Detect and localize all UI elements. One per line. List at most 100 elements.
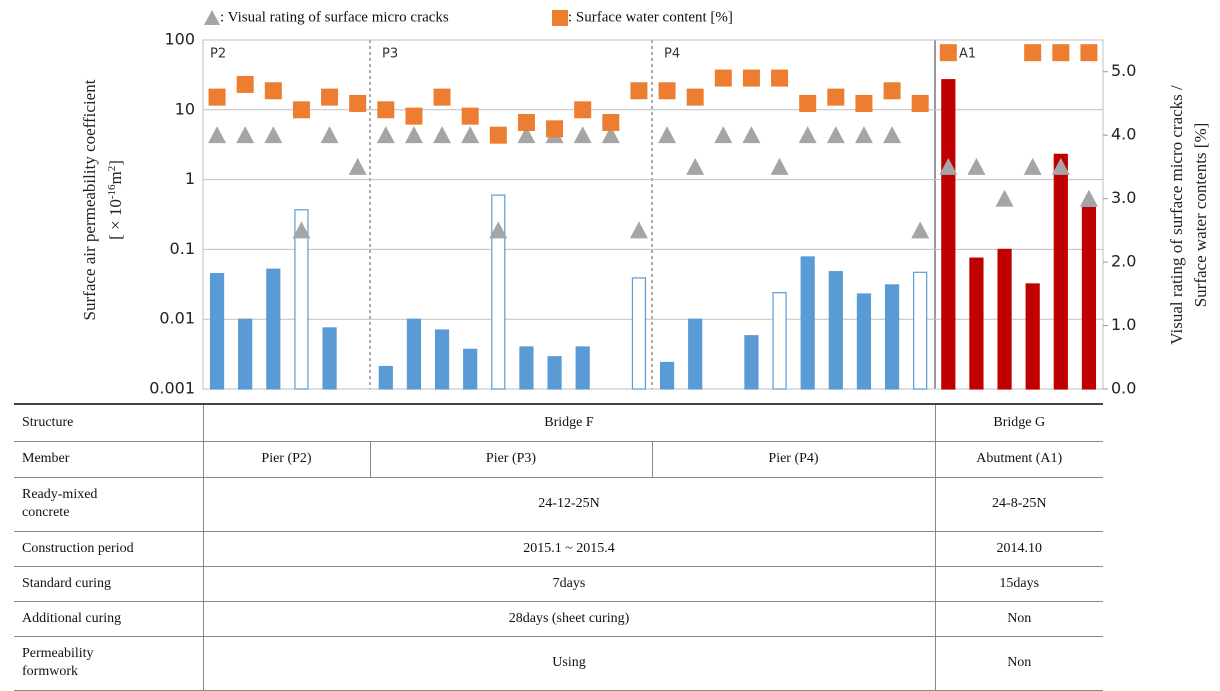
- row-label: Structure: [14, 403, 203, 442]
- table-cell: Using: [202, 635, 935, 691]
- triangle-marker: [404, 126, 423, 144]
- y2-tick-label: 2.0: [1111, 252, 1136, 271]
- bar: [1053, 153, 1068, 390]
- y2-tick-label: 4.0: [1111, 125, 1136, 144]
- square-marker: [658, 82, 676, 100]
- bar: [688, 318, 703, 390]
- triangle-marker: [798, 126, 817, 144]
- row-label: Additional curing: [14, 600, 203, 637]
- bar: [772, 292, 787, 390]
- y-tick-label: 0.01: [159, 309, 195, 328]
- bar: [322, 327, 337, 390]
- table-row: Permeability formwork Using Non: [14, 635, 1103, 691]
- y2-tick-label: 0.0: [1111, 379, 1136, 398]
- triangle-marker: [854, 126, 873, 144]
- triangle-marker: [292, 221, 311, 239]
- square-marker: [208, 88, 226, 106]
- table-cell: 7days: [202, 565, 935, 602]
- info-table: Structure Bridge F Bridge G Member Pier (P2)…: [14, 403, 1103, 691]
- triangle-marker: [573, 126, 592, 144]
- y-tick-label: 0.001: [149, 379, 195, 398]
- square-marker: [349, 94, 367, 112]
- square-marker: [1080, 44, 1098, 62]
- group-label: P4: [664, 47, 680, 62]
- group-label: P3: [382, 47, 398, 62]
- square-marker: [264, 82, 282, 100]
- table-row: Construction period 2015.1 ~ 2015.4 2014.1…: [14, 530, 1103, 567]
- y-tick-label: 10: [175, 99, 195, 118]
- bar: [856, 293, 872, 390]
- group-label: P2: [210, 47, 226, 62]
- table-cell: 2015.1 ~ 2015.4: [202, 530, 935, 567]
- table-cell: 28days (sheet curing): [202, 600, 935, 637]
- bar: [378, 365, 393, 390]
- table-cell: 24-8-25N: [934, 476, 1103, 532]
- table-row: Structure Bridge F Bridge G: [14, 403, 1103, 442]
- unit-part: ]: [106, 160, 125, 166]
- unit-part: m: [106, 171, 125, 184]
- triangle-marker: [236, 126, 255, 144]
- square-marker: [883, 82, 901, 100]
- legend-label: : Visual rating of surface micro cracks: [220, 9, 449, 25]
- square-marker: [771, 69, 789, 87]
- row-label: Member: [14, 440, 203, 478]
- bar: [659, 361, 675, 390]
- triangle-marker: [939, 157, 958, 175]
- bar: [491, 194, 506, 390]
- row-label: Construction period: [14, 530, 203, 567]
- table-row: Additional curing 28days (sheet curing) No…: [14, 600, 1103, 637]
- triangle-marker: [1051, 157, 1070, 175]
- bar: [547, 356, 562, 390]
- unit-part: -16: [106, 184, 118, 199]
- table-row: Ready-mixed concrete 24-12-25N 24-8-25N: [14, 476, 1103, 532]
- triangle-marker: [348, 157, 367, 175]
- chart: Surface air permeability coefficient [ ×…: [80, 9, 1210, 398]
- row-label: Permeability formwork: [14, 635, 203, 691]
- square-marker: [686, 88, 704, 106]
- bar: [997, 248, 1012, 390]
- square-marker: [742, 69, 760, 87]
- legend-marker: [204, 10, 220, 25]
- triangle-marker: [658, 126, 677, 144]
- square-marker: [1024, 44, 1042, 62]
- table-cell: Abutment (A1): [934, 440, 1103, 478]
- square-marker: [292, 101, 310, 119]
- square-marker: [855, 94, 873, 112]
- triangle-marker: [995, 189, 1014, 207]
- row-label: Ready-mixed concrete: [14, 476, 203, 532]
- legend-marker: [552, 10, 568, 26]
- square-marker: [630, 82, 648, 100]
- bar: [631, 277, 647, 390]
- bar: [434, 329, 450, 390]
- y2-tick-label: 1.0: [1111, 315, 1136, 334]
- bar: [406, 318, 422, 390]
- square-marker: [546, 120, 564, 138]
- y-axis-title: Surface air permeability coefficient: [80, 79, 99, 320]
- triangle-marker: [208, 126, 227, 144]
- table-row: Member Pier (P2) Pier (P3) Pier (P4) Abutmen…: [14, 440, 1103, 478]
- legend-label: : Surface water content [%]: [568, 9, 733, 25]
- row-label: Standard curing: [14, 565, 203, 602]
- triangle-marker: [264, 126, 283, 144]
- triangle-marker: [376, 126, 395, 144]
- triangle-marker: [601, 126, 620, 144]
- square-marker: [799, 94, 817, 112]
- square-marker: [1052, 44, 1070, 62]
- unit-part: 2: [106, 166, 118, 172]
- square-marker: [489, 126, 507, 144]
- square-marker: [827, 88, 845, 106]
- square-marker: [377, 101, 395, 119]
- triangle-marker: [686, 157, 705, 175]
- square-marker: [911, 94, 929, 112]
- unit-part: [ × 10: [106, 199, 125, 240]
- y2-axis-title: Visual rating of surface micro cracks /: [1167, 85, 1186, 345]
- table-cell: Non: [934, 600, 1103, 637]
- table-row: Standard curing 7days 15days: [14, 565, 1103, 602]
- group-label: A1: [959, 47, 976, 62]
- y-tick-label: 0.1: [170, 239, 195, 258]
- table-cell: Pier (P2): [202, 440, 370, 478]
- square-marker: [517, 113, 535, 131]
- table-cell: 24-12-25N: [202, 476, 935, 532]
- bar: [463, 348, 478, 390]
- bar: [209, 273, 225, 390]
